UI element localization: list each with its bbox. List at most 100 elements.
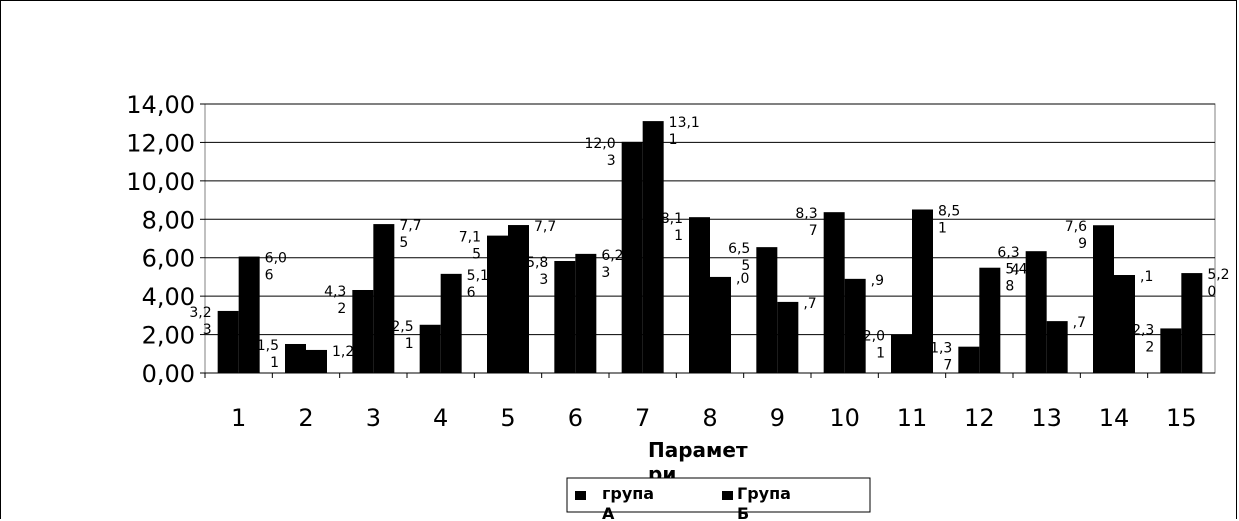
bar-group-a <box>1093 225 1114 373</box>
data-label-group-a: 4,3 <box>324 284 346 300</box>
bar-group-a <box>891 334 912 373</box>
data-label-group-a: 3 <box>539 272 548 288</box>
x-tick-label: 3 <box>366 404 381 432</box>
y-tick-label: 10,00 <box>126 168 195 196</box>
data-label-group-b: 7,7 <box>399 218 421 234</box>
y-axis-ticks: 0,00 2,00 4,00 6,00 8,00 10,00 12,00 14,00 <box>126 91 195 388</box>
data-label-group-b: ,9 <box>871 273 884 289</box>
data-label-group-b: 1 <box>669 132 678 148</box>
data-label-group-a: 3,2 <box>189 305 211 321</box>
data-label-group-a: 1,5 <box>257 338 279 354</box>
x-tick-label: 11 <box>897 404 928 432</box>
data-label-group-b: 1,2 <box>332 344 354 360</box>
x-tick-label: 4 <box>433 404 448 432</box>
x-tick-label: 6 <box>568 404 583 432</box>
data-labels: 3,236,061,511,24,327,752,515,167,157,75,… <box>189 115 1229 374</box>
legend-swatch-group-a <box>575 491 586 500</box>
x-axis-ticks: 1 2 3 4 5 6 7 8 9 10 11 12 13 14 15 <box>231 404 1197 432</box>
bar-group-b <box>440 273 462 373</box>
data-label-group-a: 2,3 <box>1132 322 1154 338</box>
bar-group-a <box>1025 251 1047 373</box>
bar-group-b <box>1181 273 1203 373</box>
data-label-group-a: 8,3 <box>795 206 817 222</box>
bar-group-b <box>912 209 933 373</box>
bar-group-b <box>710 276 731 373</box>
bar-group-a <box>689 217 710 373</box>
bar-group-a <box>419 324 441 373</box>
bar-group-a <box>554 260 576 373</box>
data-label-group-b: 5,2 <box>1207 267 1229 283</box>
data-label-group-b: 6 <box>467 285 476 301</box>
data-label-group-a: 1 <box>876 345 885 361</box>
data-label-group-a: 7 <box>809 223 818 239</box>
data-label-group-a: 2,0 <box>863 328 885 344</box>
x-tick-label: 14 <box>1099 404 1130 432</box>
bar-group-b <box>306 349 327 373</box>
bar-group-b <box>508 225 529 373</box>
bar-group-a <box>1160 328 1182 373</box>
data-label-group-a: 2 <box>1145 339 1154 355</box>
data-label-group-a: 2,5 <box>391 319 413 335</box>
legend-label-group-a-line-2: А <box>602 504 615 521</box>
data-label-group-a: 1 <box>405 336 414 352</box>
y-tick-label: 0,00 <box>142 360 195 388</box>
bar-group-b <box>373 224 395 373</box>
bar-group-b <box>1046 321 1068 373</box>
bar-group-b <box>777 301 799 373</box>
y-tick-label: 6,00 <box>142 245 195 273</box>
bars <box>217 121 1203 374</box>
y-tick-label: 14,00 <box>126 91 195 119</box>
y-tick-label: 4,00 <box>142 283 195 311</box>
bar-group-b <box>238 256 260 373</box>
y-tick-label: 12,00 <box>126 129 195 157</box>
data-label-group-b: ,7 <box>803 296 816 312</box>
x-axis-title-line-1: Парамет <box>648 438 748 462</box>
bar-group-a <box>285 343 306 373</box>
data-label-group-a: 8,1 <box>661 211 683 227</box>
x-tick-label: 8 <box>702 404 717 432</box>
data-label-group-a: 5,8 <box>526 255 548 271</box>
x-tick-label: 9 <box>770 404 785 432</box>
data-label-group-a: 7 <box>943 358 952 374</box>
bar-group-b <box>844 278 866 373</box>
data-label-group-a: 6,3 <box>997 245 1019 261</box>
y-tick-label: 2,00 <box>142 322 195 350</box>
data-label-group-a: 9 <box>1078 236 1087 252</box>
legend-label-group-b-line-1: Група <box>737 484 791 503</box>
data-label-group-a: 12,0 <box>584 136 615 152</box>
bar-group-a <box>621 141 643 373</box>
data-label-group-b: 8 <box>1005 279 1014 295</box>
bar-group-b <box>642 121 664 374</box>
data-label-group-b: 3 <box>601 265 610 281</box>
data-label-group-b: 6,2 <box>601 248 623 264</box>
data-label-group-a: 7,1 <box>459 230 481 246</box>
data-label-group-b: 1 <box>938 220 947 236</box>
data-label-group-b: ,0 <box>736 271 749 287</box>
data-label-group-a: 5 <box>741 258 750 274</box>
bar-group-a <box>823 212 845 373</box>
x-tick-label: 13 <box>1031 404 1062 432</box>
bar-group-a <box>487 235 508 373</box>
bar-group-a <box>756 247 778 373</box>
legend: група А Група Б <box>566 477 871 521</box>
y-tick-label: 8,00 <box>142 206 195 234</box>
data-label-group-b: 0 <box>1207 284 1216 300</box>
data-label-group-a: 1 <box>674 228 683 244</box>
data-label-group-b: 5,4 <box>1005 262 1027 278</box>
data-label-group-b: 6 <box>265 268 274 284</box>
data-label-group-b: ,1 <box>1140 269 1153 285</box>
legend-box <box>566 477 871 513</box>
data-label-group-a: 2 <box>337 301 346 317</box>
data-label-group-a: 7,6 <box>1065 219 1087 235</box>
data-label-group-b: 5,1 <box>467 268 489 284</box>
bar-group-a <box>217 310 239 373</box>
legend-label-group-a-line-1: група <box>602 484 654 503</box>
data-label-group-b: 13,1 <box>669 115 700 131</box>
data-label-group-a: 4 <box>1011 262 1020 278</box>
data-label-group-a: 1 <box>270 355 279 371</box>
data-label-group-a: 5 <box>472 247 481 263</box>
legend-label-group-b-line-2: Б <box>737 504 749 521</box>
x-tick-label: 15 <box>1166 404 1197 432</box>
